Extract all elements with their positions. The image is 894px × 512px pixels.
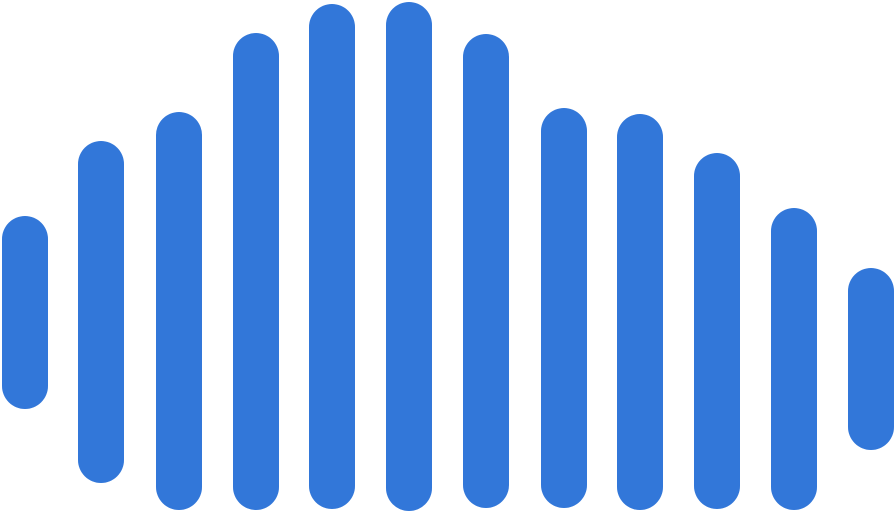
waveform-bar-5 [309,4,355,509]
waveform-bar-2 [78,141,124,483]
waveform-bar-3 [156,112,202,510]
waveform-bar-8 [541,108,587,508]
waveform-bar-9 [617,114,663,510]
waveform-bar-7 [463,34,509,508]
waveform-bar-12 [848,268,894,450]
waveform-bar-4 [233,33,279,510]
waveform-bar-10 [694,153,740,509]
waveform-bar-1 [2,216,48,409]
waveform-bar-6 [386,2,432,511]
waveform-bar-11 [771,208,817,510]
